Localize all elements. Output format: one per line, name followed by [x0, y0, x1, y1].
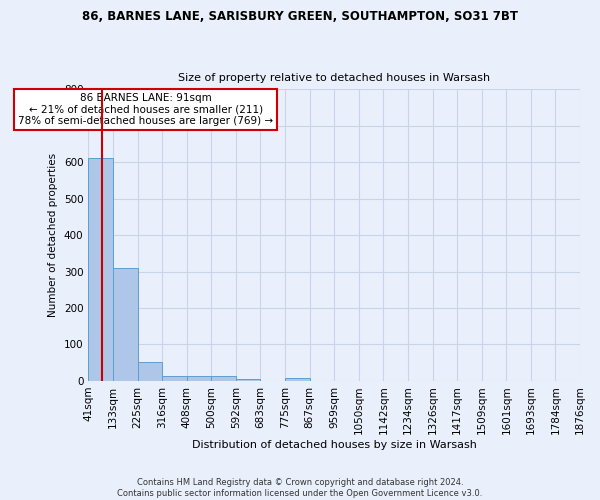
X-axis label: Distribution of detached houses by size in Warsash: Distribution of detached houses by size …: [192, 440, 476, 450]
Bar: [137, 362, 162, 381]
Y-axis label: Number of detached properties: Number of detached properties: [48, 153, 58, 317]
Text: Contains HM Land Registry data © Crown copyright and database right 2024.
Contai: Contains HM Land Registry data © Crown c…: [118, 478, 482, 498]
Text: 86, BARNES LANE, SARISBURY GREEN, SOUTHAMPTON, SO31 7BT: 86, BARNES LANE, SARISBURY GREEN, SOUTHA…: [82, 10, 518, 23]
Bar: [113, 268, 137, 381]
Title: Size of property relative to detached houses in Warsash: Size of property relative to detached ho…: [178, 73, 490, 83]
Bar: [88, 158, 113, 381]
Bar: [236, 379, 260, 381]
Bar: [211, 376, 236, 381]
Text: 86 BARNES LANE: 91sqm
← 21% of detached houses are smaller (211)
78% of semi-det: 86 BARNES LANE: 91sqm ← 21% of detached …: [18, 93, 273, 126]
Bar: [162, 376, 187, 381]
Bar: [285, 378, 310, 381]
Bar: [187, 376, 211, 381]
